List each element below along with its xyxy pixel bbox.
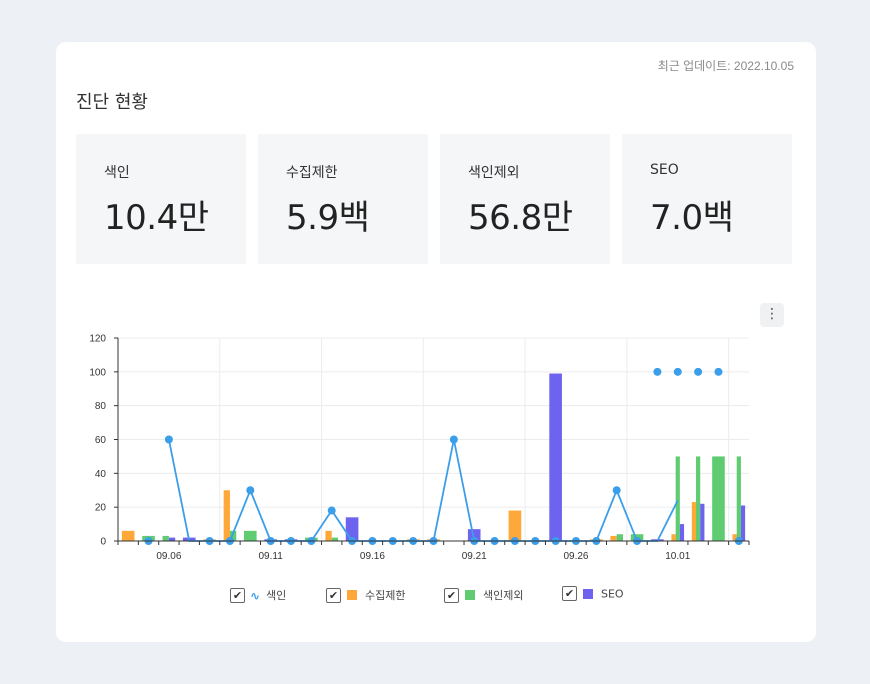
line-point xyxy=(714,367,723,376)
bar-수집제한 xyxy=(121,530,135,541)
y-tick-label: 60 xyxy=(95,435,107,446)
legend-item-crawl-limited[interactable]: ✔ 수집제한 xyxy=(326,587,405,605)
page-title: 진단 현황 xyxy=(76,92,148,113)
x-tick-label: 09.21 xyxy=(462,551,487,562)
legend-swatch xyxy=(465,590,475,600)
checkbox-icon[interactable]: ✔ xyxy=(562,586,577,601)
line-point xyxy=(694,367,703,376)
stat-card-indexed: 색인 10.4만 xyxy=(76,134,246,264)
checkbox-icon[interactable]: ✔ xyxy=(444,587,459,603)
legend-item-indexed[interactable]: ✔ ∿ 색인 xyxy=(230,587,286,605)
bar-SEO xyxy=(700,503,705,541)
line-point xyxy=(673,367,682,376)
legend-label: SEO xyxy=(601,587,624,601)
stat-card-excluded: 색인제외 56.8만 xyxy=(440,134,610,264)
x-tick-label: 09.06 xyxy=(156,551,181,562)
stat-value: 10.4만 xyxy=(104,198,209,238)
bar-색인제외 xyxy=(712,456,725,541)
last-updated-text: 최근 업데이트: 2022.10.05 xyxy=(657,59,794,73)
line-point xyxy=(612,486,621,495)
bar-색인제외 xyxy=(331,537,339,541)
y-tick-label: 120 xyxy=(89,334,106,345)
stat-label: 색인 xyxy=(104,165,130,181)
legend-swatch xyxy=(347,590,357,600)
x-tick-label: 09.11 xyxy=(259,551,284,562)
bar-수집제한 xyxy=(671,534,676,541)
chart-area: 0 20 40 60 80 100 120 09.06 09.11 09.16 09.21 09.26… xyxy=(89,334,750,562)
bar-색인제외 xyxy=(162,535,169,541)
bar-수집제한 xyxy=(732,534,737,541)
stat-label: 색인제외 xyxy=(468,165,520,181)
legend-item-excluded[interactable]: ✔ 색인제외 xyxy=(444,587,523,605)
x-tick-label: 09.16 xyxy=(360,551,385,562)
legend-swatch xyxy=(583,588,593,599)
y-tick-label: 80 xyxy=(95,401,107,412)
bar-SEO xyxy=(679,524,685,541)
bar-SEO xyxy=(549,373,562,541)
stat-label: 수집제한 xyxy=(286,165,338,181)
bar-SEO xyxy=(168,537,176,541)
bar-색인제외 xyxy=(229,530,237,541)
legend-label: 색인 xyxy=(266,589,287,602)
line-series-icon: ∿ xyxy=(250,589,261,603)
bar-수집제한 xyxy=(223,490,230,541)
chart-axes: 0 20 40 60 80 100 120 09.06 09.11 09.16 09.21 09.26… xyxy=(89,334,750,562)
line-point xyxy=(327,506,336,515)
legend-label: 색인제외 xyxy=(483,589,524,602)
y-tick-label: 40 xyxy=(95,469,107,480)
checkbox-icon[interactable]: ✔ xyxy=(230,587,245,603)
legend-item-seo[interactable]: ✔ SEO xyxy=(562,586,624,605)
bar-색인제외 xyxy=(616,534,624,541)
bar-색인제외 xyxy=(675,456,680,541)
bar-SEO xyxy=(740,505,746,541)
bar-SEO xyxy=(467,529,481,541)
chart-bars xyxy=(121,373,746,541)
stat-value: 7.0백 xyxy=(650,198,734,238)
checkbox-icon[interactable]: ✔ xyxy=(326,587,341,603)
legend-label: 수집제한 xyxy=(365,589,406,602)
stat-card-seo: SEO 7.0백 xyxy=(622,134,792,264)
stat-value: 5.9백 xyxy=(286,198,370,238)
diagnosis-card: 최근 업데이트: 2022.10.05 진단 현황 색인 10.4만 수집제한 … xyxy=(56,42,816,642)
bar-수집제한 xyxy=(691,502,697,541)
stat-label: SEO xyxy=(650,162,679,178)
chart-dots xyxy=(144,367,743,545)
bar-수집제한 xyxy=(508,510,522,541)
line-point xyxy=(164,435,173,444)
bar-색인제외 xyxy=(696,456,701,541)
x-tick-label: 10.01 xyxy=(665,551,690,562)
bar-수집제한 xyxy=(610,535,617,541)
bar-색인제외 xyxy=(736,456,741,541)
y-tick-label: 0 xyxy=(100,537,106,548)
line-point xyxy=(653,367,662,376)
chart-grid xyxy=(117,337,749,542)
bar-색인제외 xyxy=(243,530,257,541)
chart-menu-button[interactable]: ⋮ xyxy=(760,303,784,327)
stat-value: 56.8만 xyxy=(468,198,573,238)
more-vertical-icon: ⋮ xyxy=(765,306,779,322)
stat-card-crawl-limited: 수집제한 5.9백 xyxy=(258,134,428,264)
x-tick-label: 09.26 xyxy=(563,551,588,562)
line-point xyxy=(449,435,458,444)
y-tick-label: 100 xyxy=(89,367,106,378)
bar-수집제한 xyxy=(325,530,332,541)
y-tick-label: 20 xyxy=(95,503,107,514)
line-point xyxy=(246,486,255,495)
